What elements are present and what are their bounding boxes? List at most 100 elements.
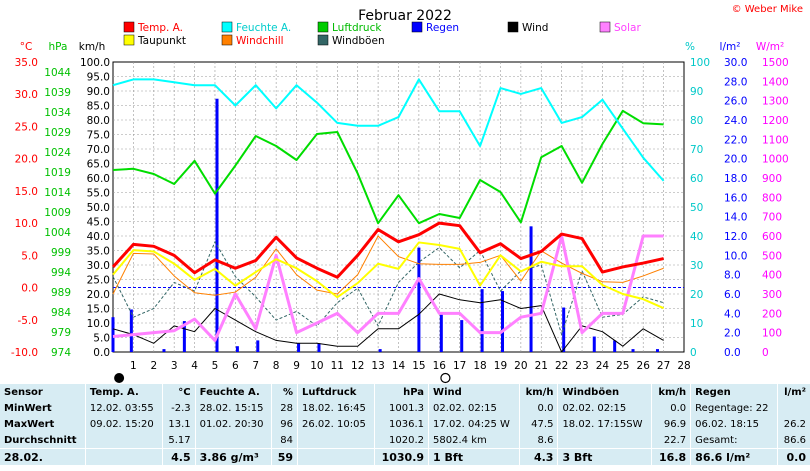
- temp-tick-label: -10.0: [11, 347, 38, 359]
- wind-tick-label: 30.0: [87, 260, 110, 272]
- rain-bar: [235, 346, 239, 352]
- stats-cell-hum-info: 28.02. 15:15: [194, 400, 272, 416]
- stats-cell-hum-value: 96: [271, 416, 298, 432]
- axis-units: °C hPa km/h% l/m² W/m²: [20, 41, 784, 53]
- pressure-tick-label: 1029: [44, 127, 71, 139]
- humidity-tick-label: 20: [690, 289, 703, 301]
- stats-cell-hum-info: 01.02. 20:30: [194, 416, 272, 432]
- series-line-windchill: [112, 235, 664, 296]
- x-tick-label: 1: [130, 360, 137, 372]
- x-tick-label: 10: [310, 360, 323, 372]
- stats-cell-gust-value: 96.9: [651, 416, 691, 432]
- x-tick-label: 9: [293, 360, 300, 372]
- rain-bar: [529, 226, 533, 352]
- legend-swatch: [221, 21, 233, 33]
- series-line-wind: [112, 293, 664, 353]
- stats-row: 28.02. 4.5 3.86 g/m³ 59 1030.9 1 Bft 4.3 3 Bft 1…: [0, 448, 810, 465]
- x-tick-label: 26: [637, 360, 651, 372]
- humidity-tick-label: 90: [690, 86, 703, 98]
- pressure-tick-label: 989: [51, 287, 71, 299]
- wind-tick-label: 5.0: [93, 333, 110, 345]
- stats-cell-press-info: 18.02. 16:45: [297, 400, 375, 416]
- solar-tick-label: 1300: [762, 96, 789, 108]
- stats-cell-press-info: [297, 448, 375, 465]
- stats-cell-temp-value: 4.5: [161, 448, 196, 465]
- solar-tick-label: 1200: [762, 115, 789, 127]
- rain-tick-label: 12.0: [724, 231, 747, 243]
- temp-tick-label: 20.0: [15, 154, 38, 166]
- rain-tick-label: 26.0: [724, 96, 747, 108]
- stats-cell-wind-value: 4.3: [518, 448, 558, 465]
- solar-tick-label: 1000: [762, 154, 789, 166]
- legend-label: Solar: [614, 22, 641, 34]
- temp-tick-label: -5.0: [18, 315, 39, 327]
- pressure-tick-label: 1034: [44, 107, 71, 119]
- legend-label: Feuchte A.: [236, 22, 291, 34]
- x-tick-label: 4: [191, 360, 198, 372]
- x-tick-label: 21: [535, 360, 548, 372]
- x-tick-label: 27: [657, 360, 670, 372]
- wind-tick-label: 10.0: [87, 318, 110, 330]
- wind-tick-label: 65.0: [87, 159, 110, 171]
- stats-cell-gust-value: 0.0: [651, 400, 691, 416]
- stats-cell-temp-value: -2.3: [161, 400, 196, 416]
- stats-header-cell: Windböen: [557, 384, 652, 400]
- temp-tick-label: 35.0: [15, 57, 38, 69]
- stats-cell-press-value: 1020.2: [373, 432, 429, 449]
- stats-cell-temp-value: 5.17: [161, 432, 196, 449]
- stats-header-cell: l/m²: [776, 384, 810, 400]
- wind-tick-label: 80.0: [87, 115, 110, 127]
- rain-tick-label: 8.0: [724, 270, 741, 282]
- rain-bar: [439, 313, 443, 352]
- x-tick-label: 5: [212, 360, 219, 372]
- rain-bar: [378, 349, 382, 352]
- rain-tick-label: 18.0: [724, 173, 747, 185]
- rain-bar: [182, 321, 186, 352]
- wind-tick-label: 15.0: [87, 304, 110, 316]
- stats-cell-rain-value: 26.2: [776, 416, 810, 432]
- stats-cell-wind-info: 1 Bft: [428, 448, 520, 465]
- stats-header-cell: km/h: [651, 384, 691, 400]
- solar-tick-label: 700: [762, 212, 782, 224]
- wind-unit-label: km/h: [79, 41, 106, 53]
- temp-tick-label: 0.0: [21, 283, 38, 295]
- wind-tick-label: 40.0: [87, 231, 110, 243]
- stats-cell-wind-value: 8.6: [518, 432, 558, 449]
- x-tick-label: 7: [252, 360, 259, 372]
- stats-cell-gust-info: 18.02. 17:15SW: [557, 416, 652, 432]
- pressure-tick-label: 1044: [44, 67, 71, 79]
- rain-tick-label: 2.0: [724, 328, 741, 340]
- stats-cell-temp-info: 09.02. 15:20: [84, 416, 163, 432]
- humidity-tick-label: 60: [690, 173, 703, 185]
- rain-bar: [317, 343, 321, 352]
- stats-cell-gust-value: 16.8: [651, 448, 691, 465]
- pressure-tick-label: 999: [51, 247, 71, 259]
- x-tick-label: 18: [473, 360, 486, 372]
- humidity-tick-label: 30: [690, 260, 703, 272]
- wind-tick-label: 25.0: [87, 275, 110, 287]
- solar-tick-label: 500: [762, 250, 782, 262]
- solar-tick-label: 1100: [762, 134, 789, 146]
- rain-tick-label: 30.0: [724, 57, 747, 69]
- x-tick-label: 14: [392, 360, 406, 372]
- temp-tick-label: 10.0: [15, 218, 38, 230]
- stats-cell-wind-value: 0.0: [518, 400, 558, 416]
- wind-tick-label: 55.0: [87, 188, 110, 200]
- stats-cell-wind-info: 02.02. 02:15: [428, 400, 520, 416]
- rain-bar: [256, 340, 260, 352]
- stats-header-cell: °C: [161, 384, 196, 400]
- chart-legend: Temp. A. Feuchte A. Luftdruck Regen Wind Sola…: [123, 21, 641, 47]
- rain-tick-label: 24.0: [724, 115, 747, 127]
- stats-header-cell: Temp. A.: [84, 384, 163, 400]
- series-line-temp-a: [111, 221, 664, 279]
- rain-bar: [501, 291, 505, 352]
- solar-tick-label: 0: [762, 347, 769, 359]
- pressure-tick-label: 1019: [44, 167, 71, 179]
- legend-swatch: [123, 21, 135, 33]
- legend-swatch: [221, 34, 233, 46]
- stats-row: MinWert 12.02. 03:55 -2.3 28.02. 15:15 28 18.…: [0, 400, 810, 416]
- stats-cell-gust-info: 02.02. 02:15: [557, 400, 652, 416]
- pressure-tick-label: 984: [51, 307, 71, 319]
- stats-cell-gust-value: 22.7: [651, 432, 691, 449]
- rain-bar: [215, 98, 219, 352]
